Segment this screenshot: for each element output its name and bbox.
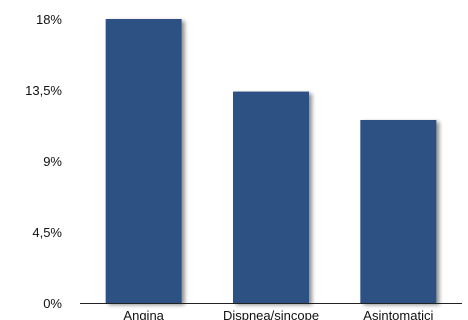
y-tick-label: 0% <box>43 296 62 311</box>
x-category-label: Asintomatici <box>363 308 433 320</box>
bar-asintomatici <box>360 119 437 303</box>
x-category-label: Angina <box>123 308 164 320</box>
bar-angina <box>105 19 182 303</box>
x-category-label: Dispnea/sincope <box>223 308 319 320</box>
y-tick-label: 4,5% <box>32 225 62 240</box>
x-axis-labels: Angina Dispnea/sincope Asintomatici <box>123 308 433 320</box>
bars <box>105 19 437 303</box>
y-tick-label: 18% <box>36 12 62 27</box>
y-tick-label: 9% <box>43 154 62 169</box>
y-tick-label: 13,5% <box>25 83 62 98</box>
y-axis-ticks: 0% 4,5% 9% 13,5% 18% <box>25 12 62 311</box>
bar-dispnea-sincope <box>233 91 309 303</box>
